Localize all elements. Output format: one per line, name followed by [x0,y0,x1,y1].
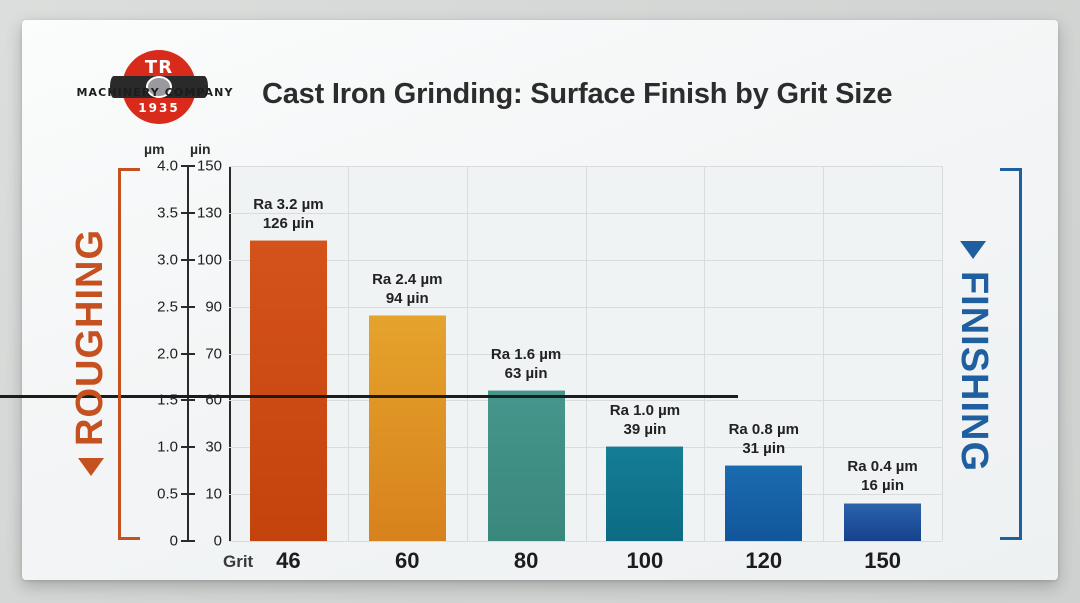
triangle-down-icon [961,240,987,259]
bar-value-um: Ra 3.2 µm [253,195,324,213]
bar-value-label: Ra 0.4 µm 16 µin [808,457,957,495]
horizontal-gridline [229,259,942,261]
x-tick-150: 150 [864,548,901,573]
y-axis-notch [181,352,195,355]
bar-grit-60[interactable] [368,315,446,541]
logo-monogram: TR [144,57,174,78]
x-axis-baseline [0,395,738,398]
bar-value-label: Ra 0.8 µm 31 µin [689,420,838,458]
y-axis-notch [181,540,195,542]
vertical-gridline [704,166,705,541]
logo-hub-icon [146,76,172,98]
vertical-gridline [586,166,587,541]
bar-value-label: Ra 1.0 µm 39 µin [570,401,719,439]
bar-value-um: Ra 2.4 µm [372,270,443,288]
logo-year: 1935 [138,101,180,115]
bar-grit-150[interactable] [844,502,922,541]
y-tick-um: 3.5 [157,204,178,222]
logo-company-name: MACHINERY COMPANY [76,86,234,99]
roughing-label-group: ROUGHING [69,229,112,480]
y-tick-um: 0 [169,532,178,550]
y-axis-notch [181,493,195,496]
y-tick-um: 4.0 [157,157,178,175]
bar-value-uin: 31 µin [742,439,786,457]
bar-value-um: Ra 1.0 µm [609,401,681,419]
horizontal-gridline [229,400,942,402]
horizontal-gridline [229,166,942,167]
y-axis-notch [181,165,195,167]
horizontal-gridline [229,494,942,496]
roughing-bracket [118,168,140,540]
y-tick-uin: 90 [205,298,222,316]
y-axis-notch [181,399,195,402]
y-tick-um: 1.0 [157,438,178,456]
y-axis-notch [181,211,195,214]
x-tick-100: 100 [626,548,664,573]
horizontal-gridline [229,353,942,355]
triangle-down-icon [77,457,103,476]
bar-value-um: Ra 0.4 µm [847,458,918,476]
x-tick-46: 46 [276,548,301,573]
y-axis-notch [181,446,195,449]
horizontal-gridline [229,541,942,542]
bar-grit-80[interactable] [487,390,565,541]
bar-value-label: Ra 2.4 µm 94 µin [333,270,482,308]
horizontal-gridline [229,212,942,214]
vertical-gridline [348,166,349,541]
bar-value-uin: 16 µin [861,477,904,495]
y-tick-uin: 150 [196,157,222,175]
x-axis-prefix-label: Grit [223,552,254,571]
bar-value-uin: 63 µin [504,364,548,382]
y-tick-uin: 130 [196,204,222,222]
y-tick-uin: 70 [205,345,222,362]
y-tick-uin: 100 [196,251,222,269]
vertical-gridline [467,166,468,541]
page-title: Cast Iron Grinding: Surface Finish by Gr… [262,78,893,110]
finishing-label: FINISHING [953,270,996,472]
y-tick-uin: 10 [205,485,222,503]
y-tick-uin: 0 [213,532,222,550]
bar-grit-100[interactable] [606,446,684,541]
y-tick-um: 0.5 [157,485,178,503]
y-axis-notch [181,258,195,261]
x-tick-60: 60 [395,548,420,573]
left-axis-unit-label: µm [144,141,165,157]
bar-grit-46[interactable] [249,240,327,541]
chart-card: TR 1935 MACHINERY COMPANY Cast Iron Grin… [0,20,1058,580]
roughing-annotation: ROUGHING [62,168,118,540]
bar-value-uin: 126 µin [262,214,314,232]
bar-value-uin: 94 µin [385,289,429,307]
y-axis-notch [181,305,195,308]
y-tick-um: 2.5 [157,298,178,316]
y-tick-uin: 30 [205,438,222,456]
vertical-gridline [823,166,824,541]
x-tick-80: 80 [513,548,539,573]
right-axis-unit-label: µin [190,141,211,157]
company-logo: TR 1935 MACHINERY COMPANY [70,48,240,126]
bar-value-um: Ra 1.6 µm [490,345,562,363]
horizontal-gridline [229,447,942,449]
finishing-annotation: FINISHING [946,168,1002,540]
roughing-label: ROUGHING [68,228,111,446]
bar-value-uin: 39 µin [623,421,667,439]
bar-value-label: Ra 1.6 µm 63 µin [452,345,601,383]
y-tick-um: 3.0 [157,251,178,269]
bar-grit-120[interactable] [725,465,803,541]
vertical-gridline [942,166,943,541]
x-tick-120: 120 [745,548,783,573]
bar-value-label: Ra 3.2 µm 126 µin [214,195,363,233]
plot-area: Ra 3.2 µm 126 µin Ra 2.4 µm 94 µin Ra 1.6 µm… [229,166,943,542]
finishing-bracket [1000,168,1022,540]
horizontal-gridline [229,306,942,308]
y-tick-um: 2.0 [157,345,178,362]
finishing-label-group: FINISHING [953,236,996,472]
bar-value-um: Ra 0.8 µm [728,420,799,438]
